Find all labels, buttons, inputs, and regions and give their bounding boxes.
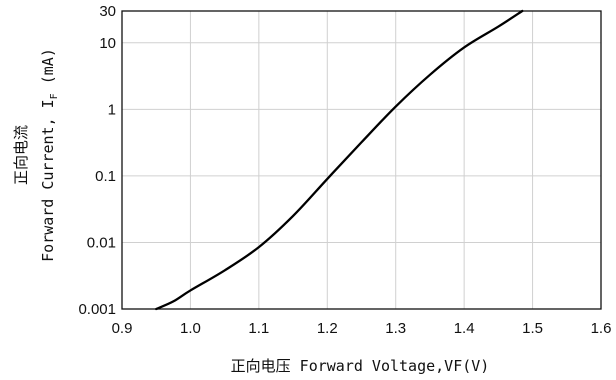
y-tick-label: 10 <box>99 35 116 52</box>
x-tick-labels: 0.9 1.0 1.1 1.2 1.3 1.4 1.5 1.6 <box>112 320 612 337</box>
y-axis-title-subscript: F <box>49 93 60 99</box>
plot-frame <box>121 10 602 310</box>
y-axis-title-english: Forward Current, IF (mA) <box>39 48 60 262</box>
y-tick-label: 0.001 <box>78 301 116 318</box>
y-tick-label: 1 <box>108 101 116 118</box>
x-tick-label: 1.2 <box>317 320 338 337</box>
x-tick-label: 1.0 <box>180 320 201 337</box>
grid <box>122 11 601 309</box>
y-axis-title-chinese: 正向电流 <box>12 125 30 185</box>
x-tick-label: 1.5 <box>522 320 543 337</box>
y-tick-label: 0.1 <box>95 168 116 185</box>
y-tick-label: 0.01 <box>87 234 116 251</box>
y-tick-label: 30 <box>99 3 116 20</box>
y-axis-title-main: Forward Current, I <box>39 99 57 262</box>
y-axis-title-unit: (mA) <box>39 48 57 93</box>
x-tick-label: 1.6 <box>591 320 612 337</box>
x-tick-label: 0.9 <box>112 320 133 337</box>
series-line <box>155 9 524 311</box>
y-tick-labels: 0.001 0.01 0.1 1 10 30 <box>78 3 116 318</box>
x-tick-label: 1.1 <box>248 320 269 337</box>
x-tick-label: 1.3 <box>385 320 406 337</box>
x-axis-title: 正向电压 Forward Voltage,VF(V) <box>231 357 490 375</box>
x-tick-label: 1.4 <box>454 320 475 337</box>
series-layer <box>155 9 524 311</box>
